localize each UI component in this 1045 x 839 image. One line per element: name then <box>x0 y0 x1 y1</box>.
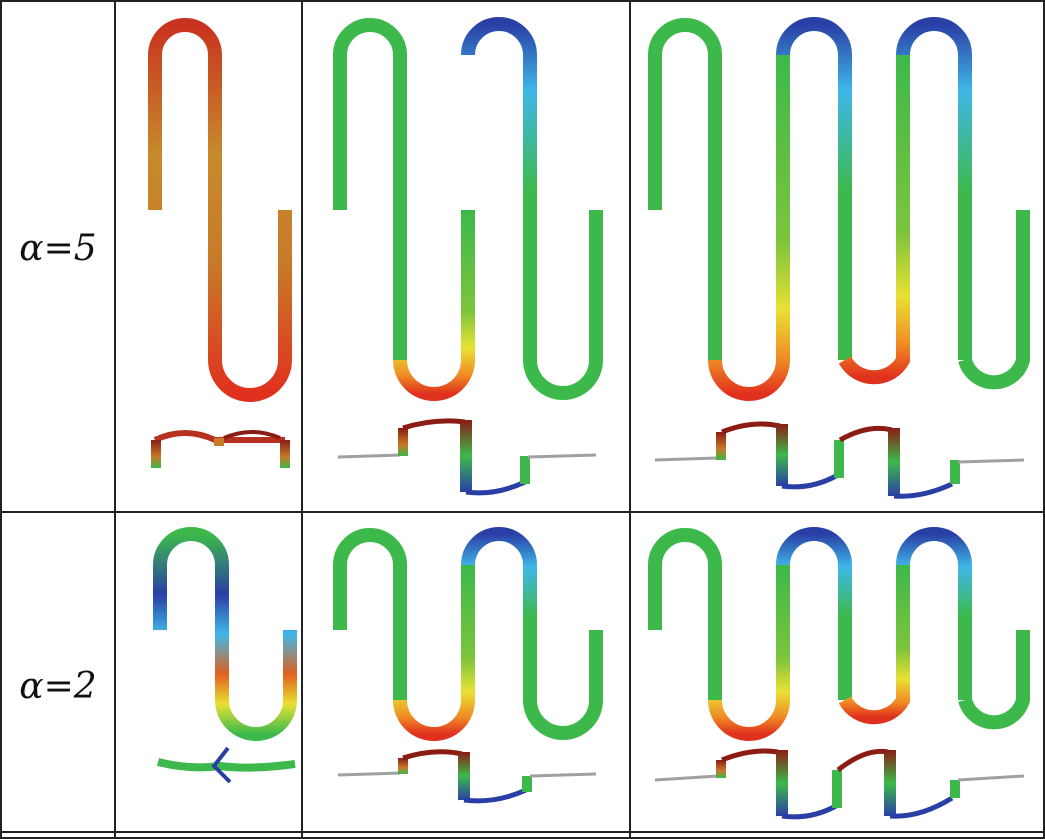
meander-r1-c3 <box>648 17 1030 401</box>
row-label-alpha-2: α=2 <box>19 666 96 707</box>
meander-r2-c2 <box>333 527 603 741</box>
meander-r1-c2 <box>333 17 603 401</box>
meander-r1-c1 <box>148 18 292 402</box>
deformed-profile-r1-c3 <box>654 421 1025 499</box>
meander-r2-c3 <box>648 527 1030 741</box>
deformed-profile-r2-c3 <box>654 748 1025 820</box>
meander-r2-c1 <box>153 527 297 741</box>
row-label-alpha-5: α=5 <box>19 228 96 269</box>
deformed-profile-r2-c1 <box>157 746 296 784</box>
deformed-profile-r1-c2 <box>337 418 597 496</box>
deformed-profile-r2-c2 <box>337 749 597 804</box>
deformed-profile-r1-c1 <box>151 430 290 468</box>
